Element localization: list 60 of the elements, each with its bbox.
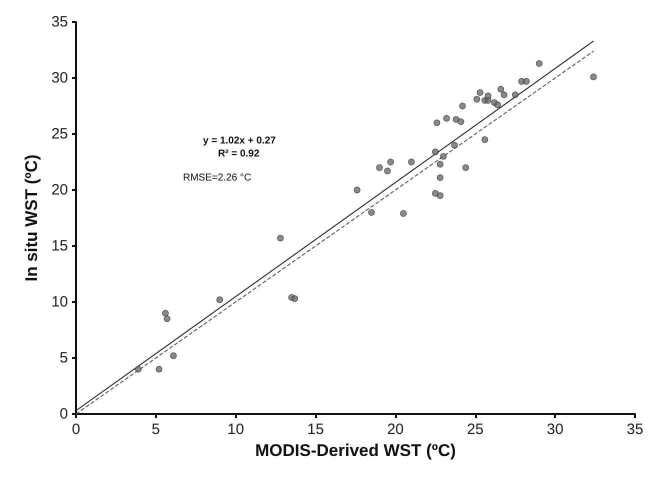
point (164, 316, 170, 322)
point (354, 186, 360, 194)
point (482, 136, 488, 143)
point (536, 60, 542, 67)
point (462, 164, 470, 171)
point (162, 310, 169, 316)
y-tick-label: 0 (60, 406, 68, 422)
y-tick-label: 25 (51, 126, 68, 142)
point (436, 192, 444, 199)
point (376, 164, 383, 171)
point (400, 210, 407, 217)
point (440, 153, 447, 160)
point (494, 102, 501, 108)
point (156, 366, 162, 372)
point (458, 118, 464, 125)
point (443, 115, 450, 122)
point (459, 102, 466, 110)
y-tick-label: 20 (51, 182, 68, 198)
point (523, 78, 530, 85)
y-tick-label: 10 (51, 294, 68, 310)
point (474, 96, 480, 103)
point (216, 296, 224, 304)
point (452, 116, 460, 123)
point (170, 352, 177, 360)
point (451, 142, 458, 148)
point (384, 168, 391, 174)
y-tick-label: 5 (60, 350, 68, 366)
point (432, 190, 439, 197)
annotation: y = 1.02x + 0.27 (203, 136, 276, 146)
point (436, 174, 444, 181)
point (498, 86, 504, 92)
point (434, 120, 440, 126)
x-tick-label: 0 (72, 421, 80, 438)
point (500, 92, 508, 98)
x-axis-title: MODIS-Derived WST (ºC) (255, 441, 456, 460)
y-tick-label: 30 (51, 70, 68, 86)
x-tick-label: 25 (466, 421, 484, 438)
point (484, 92, 492, 100)
point (134, 366, 142, 372)
point (512, 92, 519, 98)
annotation: RMSE=2.26 °C (183, 172, 252, 184)
x-tick-label: 10 (227, 421, 244, 438)
point (368, 209, 375, 216)
point (432, 148, 439, 156)
x-tick-label: 15 (307, 421, 324, 438)
annotation: R² = 0.92 (218, 148, 260, 160)
y-axis-title: In situ WST (ºC) (22, 154, 41, 282)
point (476, 89, 484, 96)
y-tick-label: 35 (51, 14, 68, 30)
x-tick-label: 20 (387, 421, 404, 438)
x-tick-label: 35 (626, 421, 644, 438)
point (387, 158, 394, 166)
x-tick-label: 30 (546, 421, 564, 438)
point (292, 295, 298, 302)
point (408, 158, 415, 166)
point (590, 74, 597, 80)
point (277, 234, 284, 242)
y-tick-label: 15 (51, 238, 68, 254)
x-tick-label: 5 (152, 421, 160, 438)
point (436, 160, 444, 168)
